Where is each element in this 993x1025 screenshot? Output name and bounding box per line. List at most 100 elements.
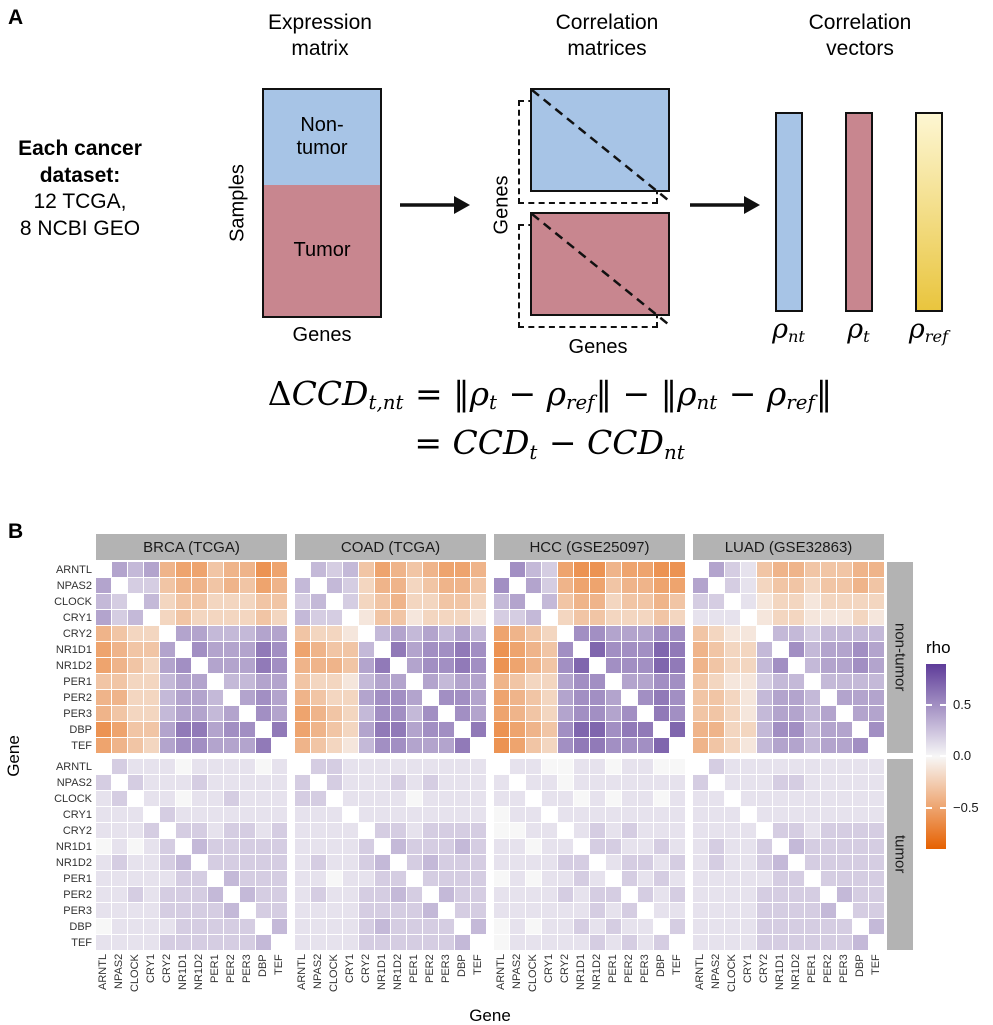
heatmap-cell: [510, 658, 525, 673]
heatmap-cell: [471, 871, 486, 886]
heatmap-cell: [805, 706, 820, 721]
heatmap-cell: [837, 610, 852, 625]
heatmap-cell: [192, 738, 207, 753]
heatmap-cell: [295, 658, 310, 673]
heatmap-cell: [240, 674, 255, 689]
gene-axis-label: TEF: [71, 937, 92, 949]
heatmap-cell: [510, 626, 525, 641]
heatmap-cell: [526, 935, 541, 950]
heatmap-cell: [606, 855, 621, 870]
heatmap-cell: [853, 919, 868, 934]
gene-axis-label: ARNTL: [495, 954, 507, 991]
heatmap-cell: [821, 887, 836, 902]
heatmap-cell: [757, 871, 772, 886]
heatmap-cell: [423, 903, 438, 918]
heatmap-cell: [295, 839, 310, 854]
heatmap-cell: [542, 610, 557, 625]
formula-token: CCD: [452, 423, 530, 463]
heatmap-cell: [494, 562, 509, 577]
heatmap-cell: [272, 706, 287, 721]
heatmap-cell: [725, 887, 740, 902]
heatmap-cell: [144, 722, 159, 737]
heatmap-cell: [789, 759, 804, 774]
heatmap-cell: [375, 919, 390, 934]
heatmap-cell: [327, 903, 342, 918]
heatmap-cell: [526, 562, 541, 577]
heatmap-cell: [256, 759, 271, 774]
heatmap-cell: [638, 935, 653, 950]
heatmap-cell: [869, 759, 884, 774]
heatmap-cell: [327, 658, 342, 673]
heatmap-cell: [439, 759, 454, 774]
heatmap-cell: [407, 919, 422, 934]
heatmap-cell: [295, 775, 310, 790]
heatmap-cell: [805, 839, 820, 854]
heatmap-cell: [725, 578, 740, 593]
legend-tick-mark: [926, 807, 932, 809]
heatmap-cell: [407, 658, 422, 673]
heatmap-cell: [590, 706, 605, 721]
heatmap-cell: [256, 690, 271, 705]
heatmap-cell: [590, 658, 605, 673]
heatmap-cell: [670, 722, 685, 737]
heatmap-cell: [789, 690, 804, 705]
heatmap-cell: [160, 807, 175, 822]
heatmap-cell: [622, 594, 637, 609]
heatmap-cell: [709, 759, 724, 774]
heatmap-cell: [574, 887, 589, 902]
heatmap-cell: [144, 791, 159, 806]
heatmap-cell: [240, 722, 255, 737]
heatmap-cell: [256, 807, 271, 822]
heatmap-cell: [869, 562, 884, 577]
heatmap-cell: [439, 855, 454, 870]
heatmap-cell: [869, 823, 884, 838]
heatmap-cell: [327, 855, 342, 870]
heatmap-cell: [693, 759, 708, 774]
panel-a-label: A: [8, 6, 24, 29]
heatmap-cell: [439, 903, 454, 918]
heatmap-cell: [439, 562, 454, 577]
heatmap-cell: [240, 807, 255, 822]
heatmap-cell: [423, 759, 438, 774]
heatmap-cell: [160, 903, 175, 918]
heatmap-cell: [327, 919, 342, 934]
heatmap-cell: [192, 690, 207, 705]
heatmap-cell: [622, 674, 637, 689]
facet-row-label: tumor: [891, 835, 909, 874]
heatmap-cell: [359, 855, 374, 870]
heatmap-cell: [670, 823, 685, 838]
heatmap-cell: [455, 562, 470, 577]
heatmap-cell: [494, 791, 509, 806]
heatmap-cell: [789, 791, 804, 806]
heatmap-cell: [295, 935, 310, 950]
heatmap-cell: [757, 578, 772, 593]
heatmap-cell: [224, 839, 239, 854]
heatmap-cell: [439, 775, 454, 790]
heatmap-cell: [272, 855, 287, 870]
heatmap-cell: [455, 674, 470, 689]
heatmap-cell: [741, 610, 756, 625]
heatmap-cell: [869, 610, 884, 625]
heatmap-cell: [725, 658, 740, 673]
heatmap-cell: [471, 823, 486, 838]
facet-header-brca: BRCA (TCGA): [96, 534, 287, 560]
heatmap-cell: [638, 642, 653, 657]
heatmap-cell: [407, 594, 422, 609]
heatmap-cell: [224, 759, 239, 774]
heatmap-cell: [295, 919, 310, 934]
gene-axis-label: TEF: [870, 954, 882, 975]
heatmap-cell: [144, 903, 159, 918]
heatmap-cell: [638, 807, 653, 822]
facet-strip-nontumor: non-tumor: [887, 562, 913, 753]
heatmap-cell: [837, 658, 852, 673]
heatmap-cell: [853, 562, 868, 577]
heatmap-cell: [709, 562, 724, 577]
heatmap-cell: [240, 658, 255, 673]
heatmap-cell: [423, 706, 438, 721]
gene-axis-label: NR1D2: [55, 857, 92, 869]
heatmap-cell: [542, 903, 557, 918]
intro-line: 8 NCBI GEO: [19, 216, 141, 240]
heatmap-cell: [709, 903, 724, 918]
gene-axis-label: ARNTL: [55, 761, 92, 773]
heatmap-cell: [670, 562, 685, 577]
